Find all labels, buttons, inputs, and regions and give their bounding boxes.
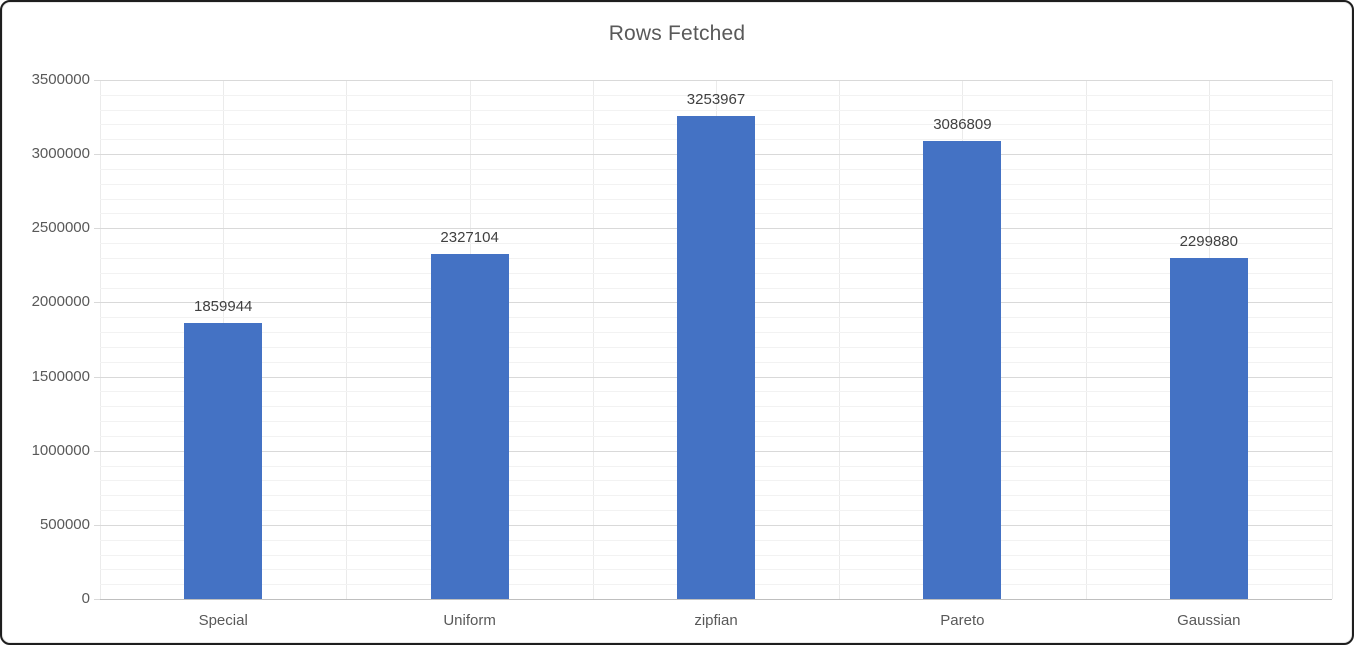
vertical-gridline: [346, 80, 348, 599]
bar-value-label: 1859944: [193, 298, 253, 316]
vertical-gridline: [100, 80, 101, 599]
y-tick-label: 2000000: [31, 293, 90, 311]
bar: [184, 323, 263, 599]
x-tick-label: Special: [198, 612, 248, 629]
vertical-gridline: [839, 80, 841, 599]
y-tick-mark: [94, 599, 100, 600]
bar-value-label: 3253967: [686, 91, 746, 109]
y-tick-mark: [94, 154, 100, 156]
bar-value-label: 2327104: [440, 228, 499, 246]
y-tick-mark: [94, 376, 100, 378]
y-tick-label: 2500000: [31, 219, 90, 237]
y-tick-mark: [94, 80, 100, 81]
y-tick-label: 1000000: [31, 441, 90, 459]
y-tick-label: 500000: [39, 515, 90, 533]
bar: [430, 253, 509, 599]
y-tick-mark: [94, 228, 100, 230]
chart-title: Rows Fetched: [608, 22, 746, 45]
vertical-gridline: [1332, 80, 1333, 599]
plot-area: 1859944 2327104 3253967 3086809 2299880: [100, 80, 1333, 599]
bar-value-label: 3086809: [933, 116, 992, 134]
vertical-gridline: [1085, 80, 1087, 599]
minor-gridline: [100, 109, 1332, 111]
x-tick-label: zipfian: [694, 612, 738, 629]
x-tick-label: Uniform: [443, 612, 496, 629]
x-tick-label: Pareto: [940, 612, 985, 629]
vertical-gridline: [592, 80, 594, 599]
minor-gridline: [100, 94, 1332, 96]
major-gridline: [100, 80, 1332, 81]
y-tick-label: 0: [81, 590, 90, 607]
y-tick-label: 3500000: [31, 71, 90, 88]
bar: [923, 141, 1002, 599]
x-axis-line: [100, 599, 1332, 600]
y-tick-mark: [94, 524, 100, 526]
x-tick-label: Gaussian: [1177, 612, 1241, 629]
y-tick-label: 3000000: [31, 145, 90, 163]
bar-value-label: 2299880: [1179, 232, 1238, 250]
bar: [1169, 257, 1248, 599]
y-tick-mark: [94, 450, 100, 452]
y-tick-mark: [94, 302, 100, 304]
y-tick-label: 1500000: [31, 367, 90, 385]
bar: [677, 116, 755, 599]
